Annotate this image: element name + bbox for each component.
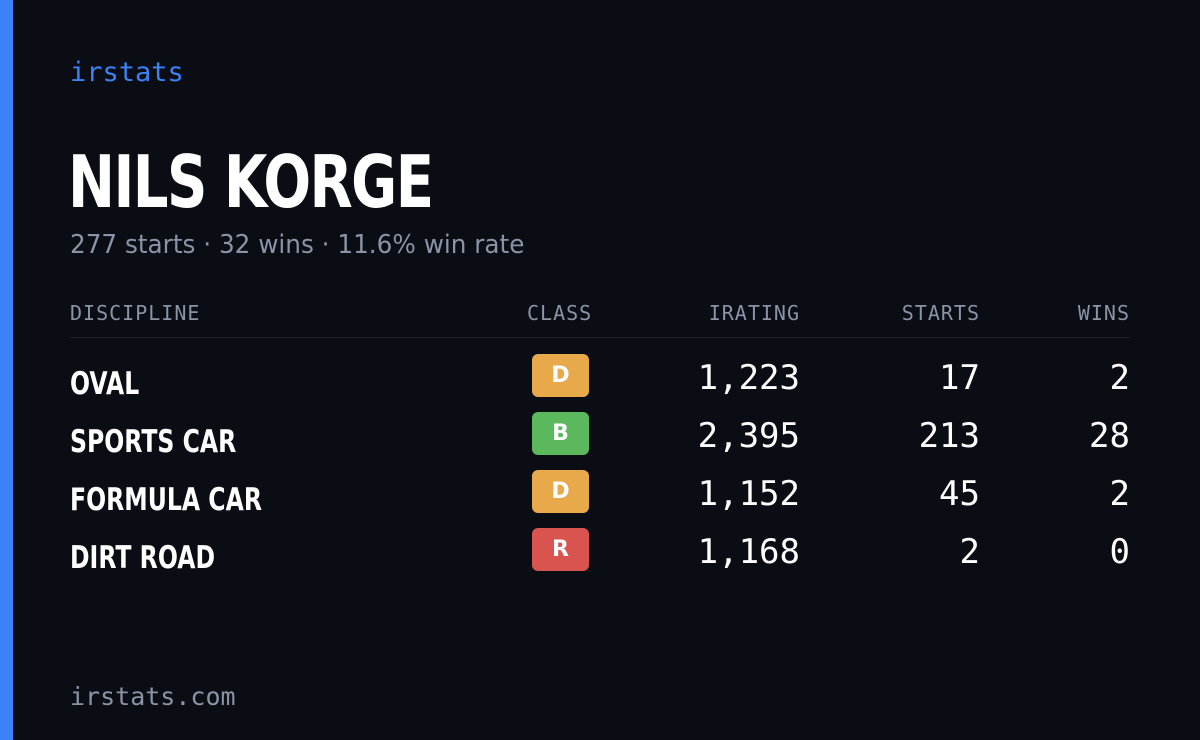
class-badge: D <box>532 470 589 513</box>
discipline-name: DIRT ROAD <box>70 540 216 576</box>
driver-name: NILS KORGE <box>68 140 434 224</box>
wins-value: 28 <box>1089 416 1130 456</box>
stats-table: DISCIPLINE CLASS IRATING STARTS WINS OVA… <box>70 296 1130 586</box>
class-badge: D <box>532 354 589 397</box>
irating-value: 1,152 <box>697 474 800 514</box>
discipline-name: SPORTS CAR <box>70 424 237 460</box>
discipline-name: FORMULA CAR <box>70 482 262 518</box>
starts-value: 2 <box>959 532 980 572</box>
header-wins: WINS <box>1077 301 1130 325</box>
wins-value: 2 <box>1109 358 1130 398</box>
irating-value: 1,223 <box>697 358 800 398</box>
header-starts: STARTS <box>901 301 980 325</box>
driver-summary: 277 starts · 32 wins · 11.6% win rate <box>70 230 525 260</box>
table-row: DIRT ROAD R 1,168 2 0 <box>70 528 1130 586</box>
table-row: FORMULA CAR D 1,152 45 2 <box>70 470 1130 528</box>
table-row: OVAL D 1,223 17 2 <box>70 354 1130 412</box>
starts-value: 17 <box>939 358 980 398</box>
table-row: SPORTS CAR B 2,395 213 28 <box>70 412 1130 470</box>
starts-value: 213 <box>918 416 980 456</box>
discipline-name: OVAL <box>70 366 140 402</box>
brand-logo-text: irstats <box>70 57 184 88</box>
header-discipline: DISCIPLINE <box>70 301 201 325</box>
class-badge: B <box>532 412 589 455</box>
wins-value: 2 <box>1109 474 1130 514</box>
wins-value: 0 <box>1109 532 1130 572</box>
table-header: DISCIPLINE CLASS IRATING STARTS WINS <box>70 296 1130 338</box>
class-badge: R <box>532 528 589 571</box>
header-class: CLASS <box>527 301 593 325</box>
footer-url: irstats.com <box>70 682 236 711</box>
header-irating: IRATING <box>708 301 800 325</box>
irating-value: 2,395 <box>697 416 800 456</box>
irating-value: 1,168 <box>697 532 800 572</box>
starts-value: 45 <box>939 474 980 514</box>
accent-bar <box>0 0 13 740</box>
table-body: OVAL D 1,223 17 2 SPORTS CAR B 2,395 213… <box>70 338 1130 586</box>
